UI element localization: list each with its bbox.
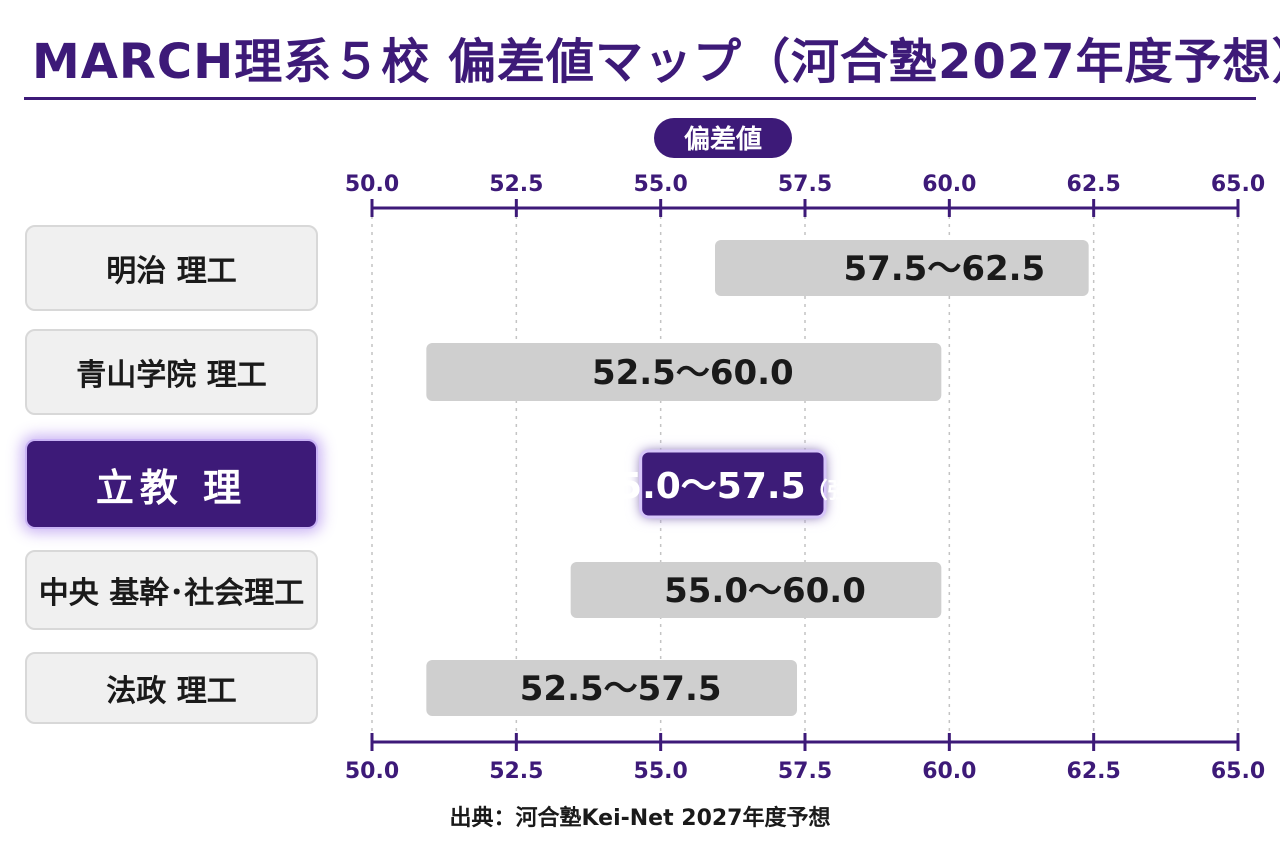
range-label: 52.5〜57.5 (520, 669, 722, 709)
top-tick-label: 57.5 (778, 172, 832, 197)
range-note: （強調） (806, 478, 894, 504)
page-title: MARCH理系５校 偏差値マップ（河合塾2027年度予想） (32, 34, 1280, 90)
range-bar (426, 343, 942, 401)
category-label: 青山学院 理工 (25, 329, 318, 415)
range-value: 55.0〜57.5 (592, 466, 806, 507)
range-label: 55.0〜57.5（強調） (592, 466, 894, 507)
title-divider (24, 97, 1256, 100)
top-tick-label: 60.0 (922, 172, 976, 197)
bottom-tick-label: 57.5 (778, 759, 832, 784)
category-label: 明治 理工 (25, 225, 318, 311)
bottom-tick-label: 50.0 (345, 759, 399, 784)
top-tick-label: 52.5 (489, 172, 543, 197)
range-label: 52.5〜60.0 (592, 353, 794, 393)
bottom-tick-label: 60.0 (922, 759, 976, 784)
bottom-tick-label: 62.5 (1067, 759, 1121, 784)
top-tick-label: 55.0 (634, 172, 688, 197)
bottom-tick-label: 52.5 (489, 759, 543, 784)
range-label: 55.0〜60.0 (664, 571, 866, 611)
category-label: 法政 理工 (25, 652, 318, 724)
axis-title: 偏差値 (684, 124, 762, 155)
bottom-tick-label: 55.0 (634, 759, 688, 784)
category-label: 立教 理 (25, 439, 318, 529)
axis-title-pill (654, 118, 792, 158)
source-note: 出典：河合塾Kei-Net 2027年度予想 (449, 806, 831, 831)
range-label: 57.5〜62.5 (843, 249, 1045, 289)
range-bar (715, 240, 1089, 296)
range-bar-highlight (639, 449, 827, 519)
category-label: 中央 基幹･社会理工 (25, 550, 318, 630)
top-tick-label: 50.0 (345, 172, 399, 197)
top-tick-label: 62.5 (1067, 172, 1121, 197)
bottom-tick-label: 65.0 (1211, 759, 1265, 784)
range-bar (426, 660, 797, 716)
top-tick-label: 65.0 (1211, 172, 1265, 197)
range-bar (570, 562, 942, 618)
